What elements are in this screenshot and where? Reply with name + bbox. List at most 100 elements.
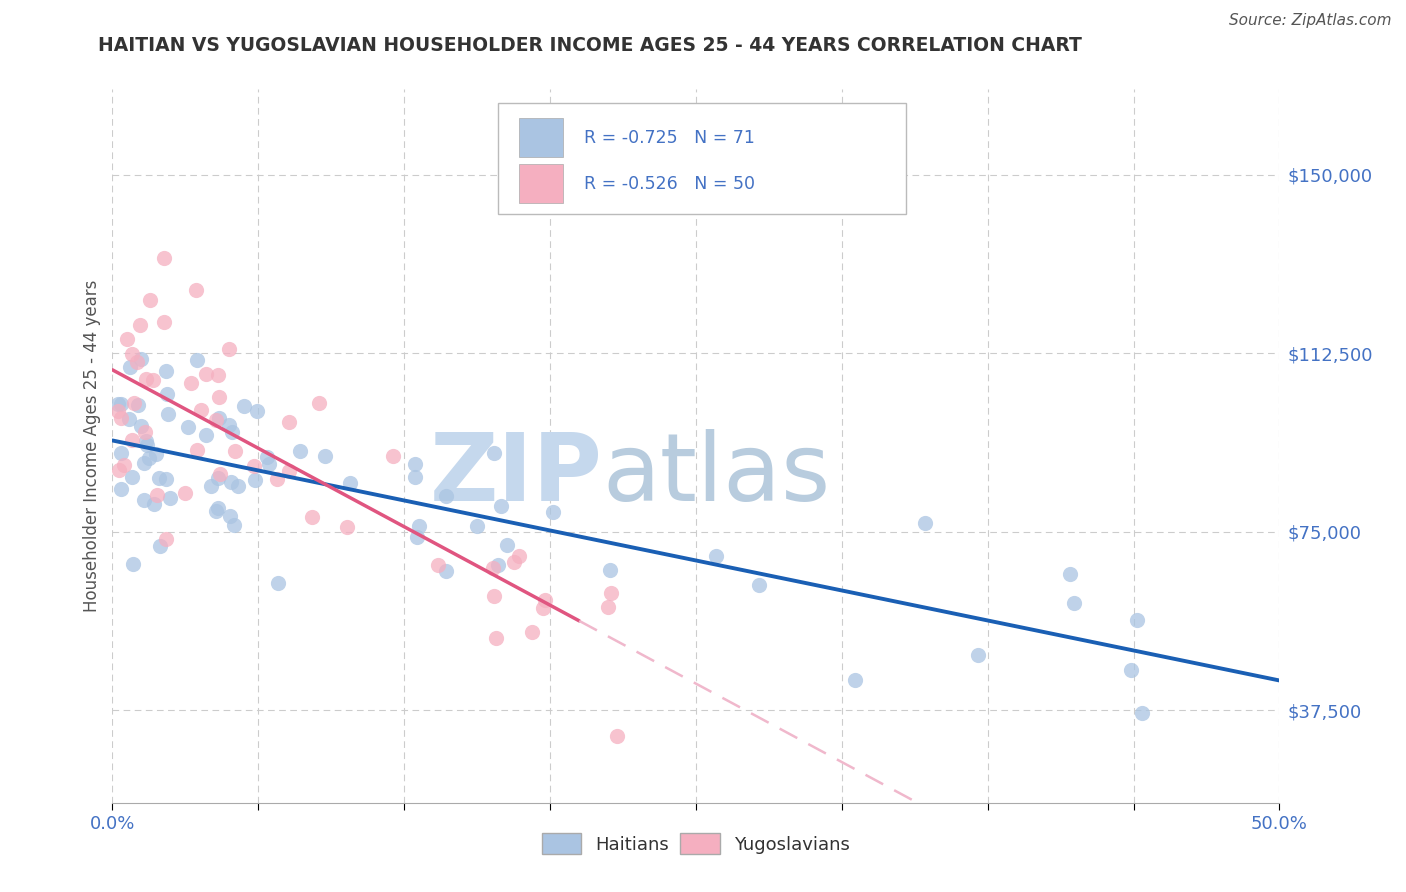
Point [208, 467, 231, 481]
Point [152, 251, 174, 265]
Point [434, 489, 457, 503]
Point [218, 343, 240, 357]
Point [246, 404, 269, 418]
Point [107, 462, 129, 476]
Point [495, 538, 517, 552]
Point [1059, 566, 1081, 581]
Point [308, 396, 330, 410]
Point [110, 397, 132, 411]
Point [486, 558, 509, 572]
Point [207, 410, 229, 425]
Point [121, 558, 143, 572]
Point [155, 532, 177, 546]
Point [844, 673, 866, 688]
Point [110, 482, 132, 496]
Point [184, 283, 207, 297]
Text: HAITIAN VS YUGOSLAVIAN HOUSEHOLDER INCOME AGES 25 - 44 YEARS CORRELATION CHART: HAITIAN VS YUGOSLAVIAN HOUSEHOLDER INCOM… [98, 36, 1083, 54]
Point [914, 516, 936, 530]
Point [195, 427, 218, 442]
Text: R = -0.725   N = 71: R = -0.725 N = 71 [583, 128, 755, 146]
Point [156, 387, 179, 401]
Point [190, 402, 212, 417]
Point [233, 400, 256, 414]
Point [966, 648, 988, 662]
Point [173, 486, 195, 500]
Point [157, 407, 180, 421]
Point [278, 464, 301, 478]
Point [534, 592, 557, 607]
Text: ZIP: ZIP [430, 428, 603, 521]
Point [243, 458, 266, 473]
Point [224, 443, 246, 458]
FancyBboxPatch shape [498, 103, 905, 214]
Point [259, 457, 281, 471]
Legend: Haitians, Yugoslavians: Haitians, Yugoslavians [534, 826, 858, 862]
Point [541, 505, 564, 519]
Point [180, 376, 202, 391]
Point [606, 729, 628, 743]
Point [207, 470, 229, 484]
Point [129, 351, 152, 366]
Point [1119, 663, 1142, 677]
Point [226, 479, 249, 493]
Point [145, 447, 167, 461]
Point [112, 458, 135, 472]
Point [149, 539, 172, 553]
Point [219, 475, 242, 490]
Point [288, 443, 311, 458]
Point [195, 367, 218, 381]
Point [706, 549, 728, 563]
Point [408, 518, 430, 533]
Point [404, 469, 426, 483]
Point [465, 519, 488, 533]
Point [382, 449, 405, 463]
Point [1130, 706, 1153, 721]
Point [110, 445, 132, 459]
Point [131, 419, 153, 434]
Point [148, 471, 170, 485]
Point [314, 449, 336, 463]
Point [301, 509, 323, 524]
Point [598, 600, 620, 615]
Text: Source: ZipAtlas.com: Source: ZipAtlas.com [1229, 13, 1392, 29]
Point [277, 416, 299, 430]
Point [531, 600, 554, 615]
Point [186, 442, 208, 457]
Point [508, 549, 530, 564]
Point [127, 398, 149, 412]
Point [155, 364, 177, 378]
Point [218, 417, 240, 432]
Text: R = -0.526   N = 50: R = -0.526 N = 50 [583, 175, 755, 193]
Point [482, 446, 505, 460]
Point [502, 555, 524, 569]
Point [207, 500, 229, 515]
Point [404, 457, 426, 471]
Point [426, 558, 449, 573]
Point [222, 518, 245, 533]
Point [748, 578, 770, 592]
Point [145, 488, 167, 502]
Point [205, 504, 228, 518]
Point [599, 563, 621, 577]
Point [142, 373, 165, 387]
Point [221, 425, 243, 439]
Point [135, 372, 157, 386]
Y-axis label: Householder Income Ages 25 - 44 years: Householder Income Ages 25 - 44 years [83, 280, 101, 612]
Point [153, 315, 176, 329]
Point [218, 508, 240, 523]
Point [121, 470, 143, 484]
Point [1126, 613, 1149, 627]
Point [208, 390, 231, 404]
Point [520, 625, 543, 640]
Point [256, 450, 278, 464]
Point [107, 404, 129, 418]
Point [121, 433, 143, 447]
FancyBboxPatch shape [519, 118, 562, 157]
Point [134, 425, 156, 440]
Point [266, 472, 288, 486]
Point [1063, 596, 1085, 610]
Point [122, 396, 145, 410]
Point [406, 530, 429, 544]
Point [132, 493, 155, 508]
Point [336, 520, 359, 534]
